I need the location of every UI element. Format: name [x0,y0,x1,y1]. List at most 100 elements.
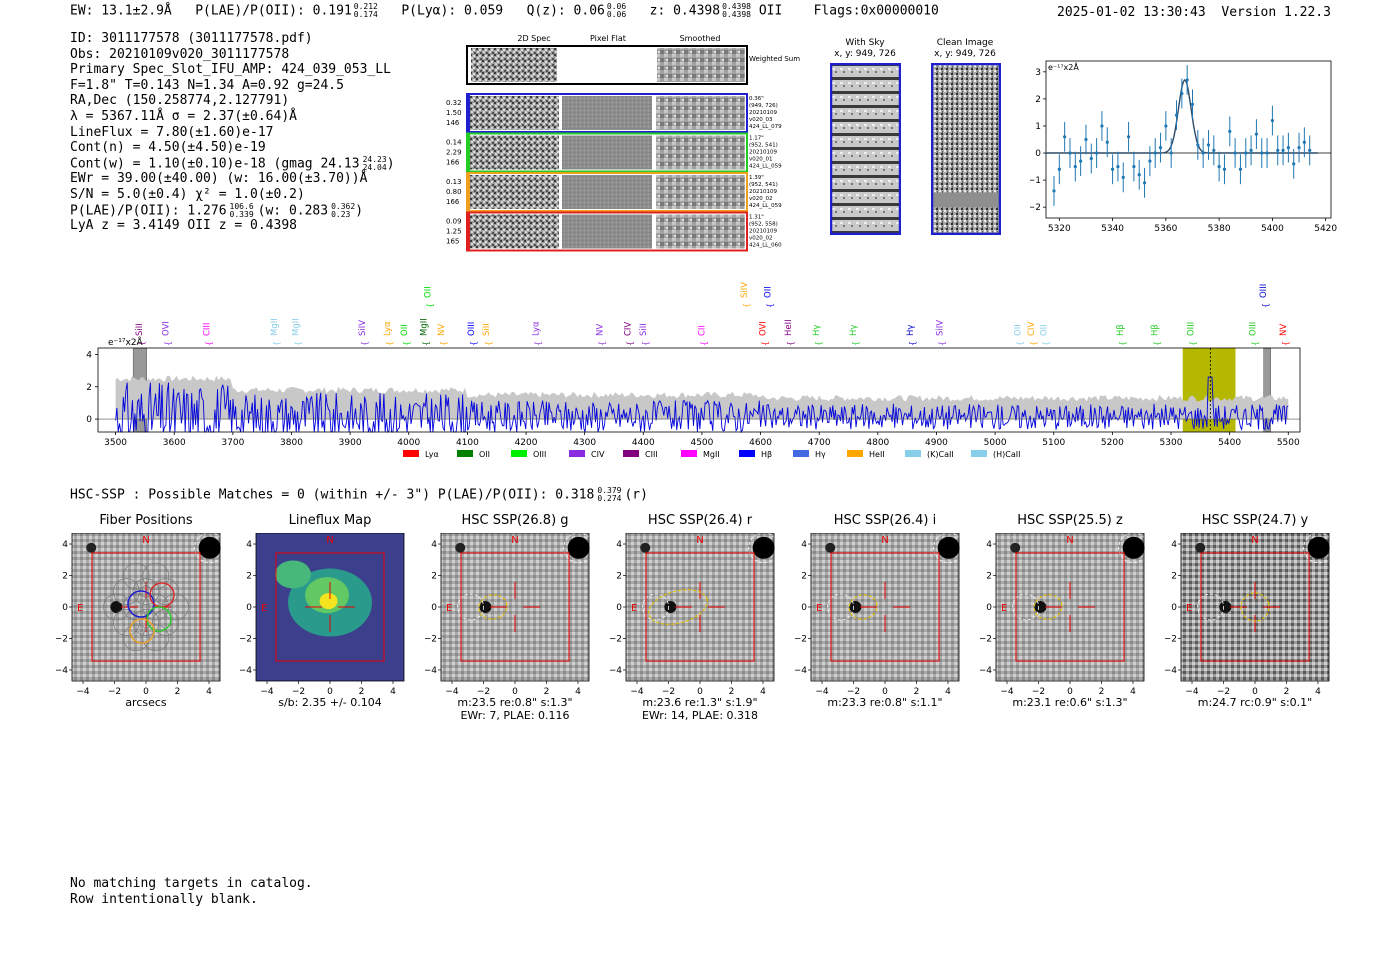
cutout-ytick-label: −2 [1165,634,1177,644]
cutout-xtick-label: −4 [1185,687,1199,697]
east-marker: E [1186,603,1192,614]
cutout-background [441,533,589,681]
info-gmag-lo: 24.04 [362,162,387,172]
cutout-ytick-label: −4 [795,666,807,676]
emission-line-bracket: { [469,341,478,346]
spec2d-row-right-value: 0.36" [749,96,764,102]
spec2d-row-divider [559,214,562,249]
weighted-sum-2dspec [471,48,557,82]
spectrum-frame [97,347,1301,433]
cutout-caption-line1: m:23.1 re:0.6" s:1.3" [1012,696,1128,709]
zoom-data-point [1148,159,1152,163]
source-aperture [1012,593,1039,621]
spec2d-row-color-bar [467,133,470,172]
cutout-xtick-label: −2 [108,687,121,697]
zoom-data-point [1164,124,1168,128]
spec2d-row-right-value: (952, 541) [749,182,778,188]
zoom-ytick-label: −2 [1030,203,1041,213]
info-ewr: EWr = 39.00(±40.00) (w: 16.00(±3.70))Å [70,171,368,187]
source-ellipse [848,594,878,620]
info-plae-row: P(LAE)/P(OII): 1.276 106.6 0.339 (w: 0.283 0… [70,201,364,219]
cutout-xtick-label: 0 [512,687,518,697]
emission-line-label: NV [437,324,447,336]
detection-info: ID: 3011177578 (3011177578.pdf) Obs: 202… [70,31,395,234]
with-sky-image [830,63,901,235]
emission-line-bracket: { [421,341,430,346]
cutout-title: HSC SSP(24.7) y [1201,513,1309,528]
cutout-title: HSC SSP(26.8) g [461,513,569,528]
spec2d-row-smoothed [656,214,745,249]
east-marker: E [631,603,637,614]
spec2d-row-right-value: 1.39" [749,175,764,181]
header-ew: EW: 13.1±2.9Å [70,3,172,19]
header-qz-lo: 0.06 [606,10,627,19]
emission-line-label: CIV [1027,322,1037,336]
cutout-caption-line1: arcsecs [125,696,167,709]
cutout-ytick-label: 2 [246,572,252,582]
spec2d-row-2dspec [470,175,559,209]
spectrum-xtick-label: 4800 [866,438,889,448]
search-box [645,552,755,662]
emission-line-label: MgII [419,318,429,336]
spec2d-row-right-value: v020_02 [749,236,773,242]
spectrum-ytick-label: 2 [86,383,92,393]
spec2d-row-2dspec [470,135,559,170]
zoom-line-fit-plot: e⁻¹⁷x2Å 5320 5340 5360 5380 5400 5420 3 2 1 0 −1 −2 [1030,60,1337,234]
faint-source [825,542,836,553]
cutout-caption-line1: m:23.6 re:1.3" s:1.9" [642,696,758,709]
emission-line-bracket: { [760,341,769,346]
cutout-caption: m:23.5 re:0.8" s:1.3" EWr: 7, PLAE: 0.116 [431,696,599,722]
zoom-data-point [1079,159,1083,163]
legend-swatch [739,450,755,457]
emission-line-bracket: { [439,341,448,346]
legend-label: Hγ [815,450,826,459]
cutout-caption-line2: EWr: 7, PLAE: 0.116 [460,709,570,722]
cutout-xtick-label: 2 [729,687,735,697]
clean-image-title: Clean Image x, y: 949, 726 [934,38,996,59]
emission-line-bracket: { [1261,303,1270,308]
zoom-data-point [1174,113,1179,117]
emission-line-bracket: { [294,341,303,346]
fiber-circle-green [146,606,172,632]
spec2d-row-color-bar [467,212,470,251]
emission-line-label: SiII [482,323,492,336]
spectrum-xtick-label: 4200 [515,438,538,448]
emission-line-label: NV [1279,324,1289,336]
cutout-xtick-label: −4 [76,687,90,697]
zoom-data-point [1180,91,1184,96]
weighted-sum-label: Weighted Sum [749,55,800,63]
emission-line-bracket: { [533,341,542,346]
cutout-xtick-label: −2 [847,687,860,697]
cutout-xtick-label: −4 [1000,687,1014,697]
emission-line-label: SiIV [935,320,945,336]
zoom-data-point [1308,148,1312,152]
source-ellipse [648,589,708,625]
source-aperture [457,593,484,621]
search-box [460,552,570,662]
info-contw-row: Cont(w) = 1.10(±0.10)e-18 (gmag 24.13 24.… [70,154,395,172]
legend-label: Hβ [761,450,772,459]
host-source [1219,601,1232,613]
cutout-xtick-label: 4 [945,687,951,697]
zoom-data-point [1126,135,1131,139]
info-id: ID: 3011177578 (3011177578.pdf) [70,31,313,46]
spec2d-col-smoothed: Smoothed [680,34,721,43]
legend-label: OIII [533,450,546,459]
cutout-xtick-label: 2 [1099,687,1105,697]
fiber-circle [142,562,170,590]
lineflux-blob [275,560,311,589]
emission-line-label: SiIV [358,320,368,336]
emission-line-label: OII [764,286,774,298]
cutout-ytick-label: 4 [801,540,807,550]
cutout-ytick-label: −2 [610,634,622,644]
cutout-ytick-label: −4 [610,666,622,676]
source-ellipse [1240,592,1270,622]
spec2d-row-color-bar [467,94,470,132]
spec2d-row-divider [652,175,656,209]
zoom-data-point [1089,156,1093,161]
zoom-data-point [1228,129,1232,133]
info-contn: Cont(n) = 4.50(±4.50)e-19 [70,140,266,156]
cutout-xtick-label: −4 [445,687,459,697]
star-aperture [1303,533,1333,564]
cutout-xtick-label: −4 [815,687,829,697]
